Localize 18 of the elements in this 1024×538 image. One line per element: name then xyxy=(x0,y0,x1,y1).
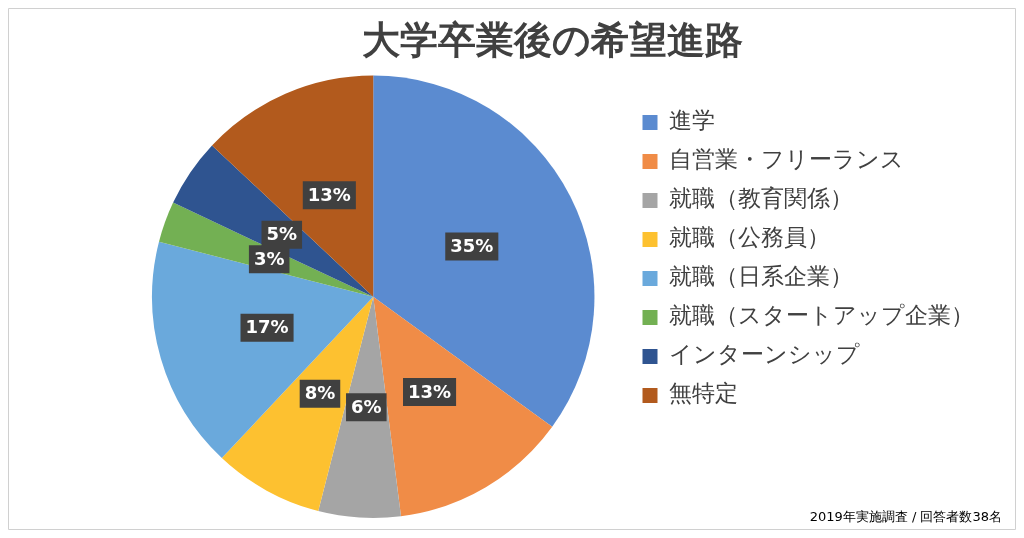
data-label: 13% xyxy=(408,380,452,402)
legend-label: 進学 xyxy=(669,107,715,134)
data-label: 13% xyxy=(307,183,351,205)
data-label: 5% xyxy=(266,223,298,245)
text: 2019年実施調査 / 回答者数38名 xyxy=(809,508,1002,524)
legend-label: 就職（日系企業） xyxy=(669,263,853,290)
legend-label: 就職（公務員） xyxy=(669,224,830,251)
data-label: 3% xyxy=(253,248,285,270)
legend-label: インターンシップ xyxy=(669,341,860,368)
data-label: 35% xyxy=(450,235,494,257)
data-label: 17% xyxy=(245,316,289,338)
legend-label: 就職（教育関係） xyxy=(669,185,853,212)
legend-label: 自営業・フリーランス xyxy=(669,146,904,173)
data-label: 8% xyxy=(304,382,336,404)
legend-label: 無特定 xyxy=(669,380,738,407)
data-label: 6% xyxy=(351,395,382,417)
chart-title: 大学卒業後の希望進路 xyxy=(361,17,743,62)
legend-label: 就職（スタートアップ企業） xyxy=(669,302,974,329)
